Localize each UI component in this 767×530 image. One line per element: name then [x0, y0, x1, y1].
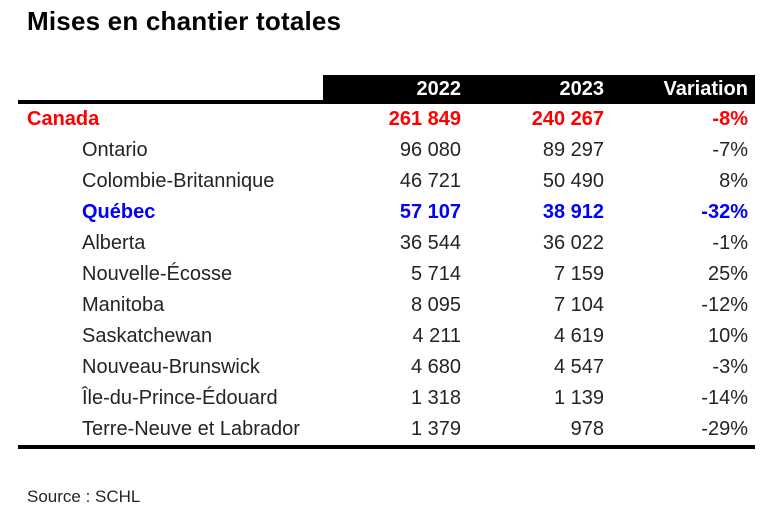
table-row-saskatchewan: Saskatchewan 4 211 4 619 10% [18, 321, 755, 352]
value-2022: 4 680 [410, 356, 461, 378]
table-row-quebec: Québec 57 107 38 912 -32% [18, 197, 755, 228]
value-2023: 240 267 [531, 108, 604, 130]
value-variation: -32% [701, 201, 748, 223]
value-2022: 36 544 [399, 232, 461, 254]
row-label: Terre-Neuve et Labrador [82, 418, 300, 440]
header-spacer [18, 75, 323, 100]
table-row-manitoba: Manitoba 8 095 7 104 -12% [18, 290, 755, 321]
row-label: Ontario [82, 139, 148, 161]
row-label: Île-du-Prince-Édouard [82, 387, 278, 409]
table-row-canada: Canada 261 849 240 267 -8% [18, 104, 755, 135]
value-2023: 38 912 [542, 201, 604, 223]
value-variation: -14% [701, 387, 748, 409]
value-variation: 10% [707, 325, 748, 347]
value-variation: -3% [712, 356, 748, 378]
table-row-colombie-britannique: Colombie-Britannique 46 721 50 490 8% [18, 166, 755, 197]
value-variation: -7% [712, 139, 748, 161]
table-header-row: 2022 2023 Variation [18, 75, 755, 104]
table-row-ile-du-prince-edouard: Île-du-Prince-Édouard 1 318 1 139 -14% [18, 383, 755, 414]
source-note: Source : SCHL [27, 487, 141, 506]
value-2023: 1 139 [553, 387, 604, 409]
value-2023: 36 022 [542, 232, 604, 254]
row-label: Québec [82, 201, 156, 223]
row-label: Saskatchewan [82, 325, 213, 347]
column-header-2022: 2022 [323, 75, 468, 100]
column-header-variation: Variation [611, 75, 755, 100]
value-2022: 46 721 [399, 170, 461, 192]
value-variation: -29% [701, 418, 748, 440]
value-2022: 8 095 [410, 294, 461, 316]
value-variation: -8% [712, 108, 748, 130]
table-row-terre-neuve-et-labrador: Terre-Neuve et Labrador 1 379 978 -29% [18, 414, 755, 445]
value-2022: 96 080 [399, 139, 461, 161]
table-row-alberta: Alberta 36 544 36 022 -1% [18, 228, 755, 259]
housing-starts-table: 2022 2023 Variation Canada 261 849 240 2… [18, 75, 755, 449]
row-label: Nouveau-Brunswick [82, 356, 260, 378]
value-2022: 1 379 [410, 418, 461, 440]
row-label: Colombie-Britannique [82, 170, 275, 192]
value-2022: 57 107 [399, 201, 461, 223]
value-2023: 978 [570, 418, 604, 440]
value-2022: 261 849 [388, 108, 461, 130]
column-header-2023: 2023 [468, 75, 611, 100]
row-label: Nouvelle-Écosse [82, 263, 233, 285]
value-2022: 1 318 [410, 387, 461, 409]
table-body: Canada 261 849 240 267 -8% Ontario 96 08… [18, 104, 755, 449]
value-2023: 89 297 [542, 139, 604, 161]
row-label: Canada [27, 108, 100, 130]
value-variation: 8% [719, 170, 748, 192]
row-label: Alberta [82, 232, 146, 254]
table-row-ontario: Ontario 96 080 89 297 -7% [18, 135, 755, 166]
value-variation: 25% [707, 263, 748, 285]
value-variation: -12% [701, 294, 748, 316]
value-2023: 4 547 [553, 356, 604, 378]
value-2023: 7 159 [553, 263, 604, 285]
value-variation: -1% [712, 232, 748, 254]
value-2023: 4 619 [553, 325, 604, 347]
value-2022: 4 211 [412, 325, 461, 347]
row-label: Manitoba [82, 294, 165, 316]
table-row-nouveau-brunswick: Nouveau-Brunswick 4 680 4 547 -3% [18, 352, 755, 383]
value-2022: 5 714 [410, 263, 461, 285]
page-title: Mises en chantier totales [27, 6, 342, 36]
value-2023: 7 104 [553, 294, 604, 316]
table-row-nouvelle-ecosse: Nouvelle-Écosse 5 714 7 159 25% [18, 259, 755, 290]
value-2023: 50 490 [542, 170, 604, 192]
